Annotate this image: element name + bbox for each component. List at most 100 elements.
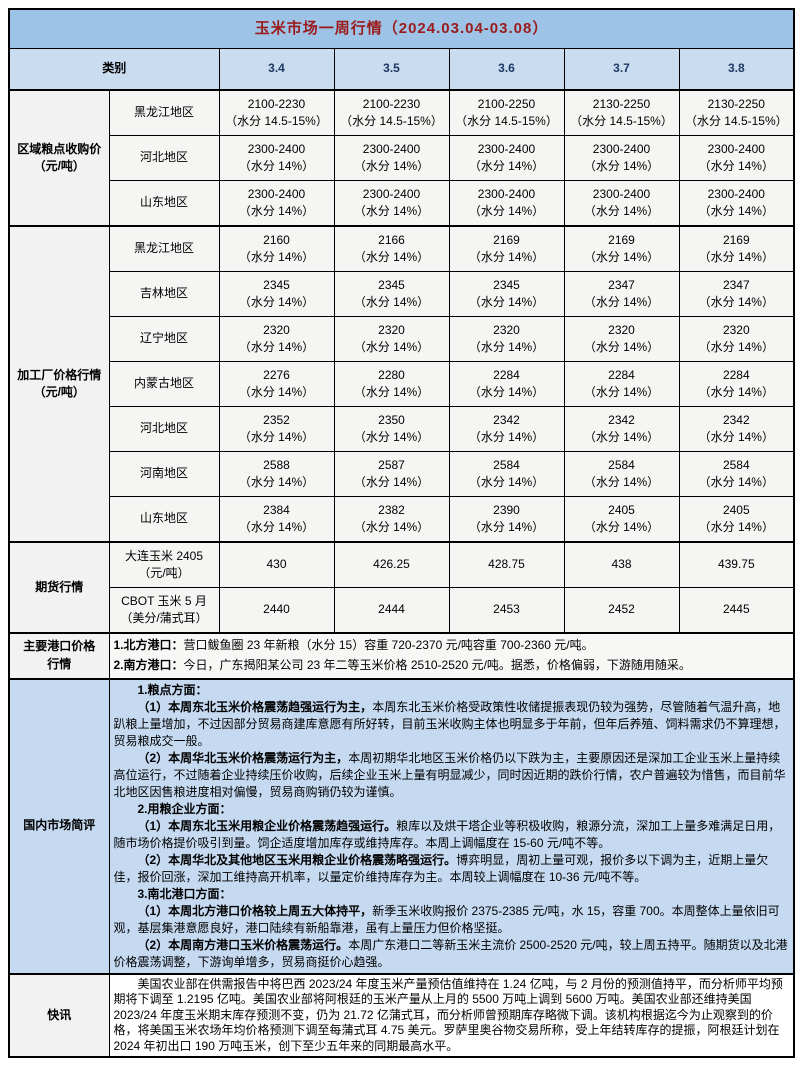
price-cell: 2382 （水分 14%） (333, 496, 450, 543)
price-cell: 2320 （水分 14%） (218, 316, 335, 362)
price-cell: 2584 （水分 14%） (678, 451, 795, 497)
price-cell: 2300-2400 （水分 14%） (218, 135, 335, 181)
price-cell: 2345 （水分 14%） (448, 271, 565, 317)
column-header-date-5: 3.8 (678, 48, 795, 91)
price-cell: 2405 （水分 14%） (678, 496, 795, 543)
section-label-futures: 期货行情 (8, 541, 110, 634)
price-cell: 2342 （水分 14%） (448, 406, 565, 452)
price-cell: 2320 （水分 14%） (678, 316, 795, 362)
region-cell: 辽宁地区 (108, 316, 220, 362)
price-cell: 2384 （水分 14%） (218, 496, 335, 543)
table-row: 山东地区 2384 （水分 14%） 2382 （水分 14%） 2390 （水… (9, 496, 795, 543)
price-cell: 2160 （水分 14%） (218, 225, 335, 272)
price-cell: 2347 （水分 14%） (678, 271, 795, 317)
review-paragraph: （1）本周北方港口价格较上周五大体持平，新季玉米收购报价 2375-2385 元… (114, 903, 790, 937)
review-content: 1.粮点方面： （1）本周东北玉米价格震荡趋强运行为主，本周东北玉米价格受政策性… (108, 677, 795, 975)
price-cell: 2100-2250 （水分 14.5-15%） (448, 89, 565, 136)
section-label-news: 快讯 (8, 972, 110, 1058)
review-paragraph: （2）本周华北玉米价格震荡运行为主，本周初期华北地区玉米价格仍以下跌为主，主要原… (114, 750, 790, 801)
review-paragraph-lead: （1）本周东北玉米价格震荡趋强运行为主， (137, 699, 373, 714)
price-cell: 2130-2250 （水分 14.5-15%） (678, 89, 795, 136)
port-line-north: 1.北方港口：营口鲅鱼圈 23 年新粮（水分 15）容重 720-2370 元/… (114, 636, 790, 656)
port-line-lead: 1.北方港口： (113, 638, 184, 652)
table-row: 河北地区 2300-2400 （水分 14%） 2300-2400 （水分 14… (9, 135, 795, 181)
price-cell: 2405 （水分 14%） (563, 496, 680, 543)
price-cell: 2284 （水分 14%） (678, 361, 795, 407)
price-cell: 2587 （水分 14%） (333, 451, 450, 497)
price-cell: 2440 (218, 587, 335, 634)
price-cell: 2320 （水分 14%） (448, 316, 565, 362)
table-row: 内蒙古地区 2276 （水分 14%） 2280 （水分 14%） 2284 （… (9, 361, 795, 407)
ports-content: 1.北方港口：营口鲅鱼圈 23 年新粮（水分 15）容重 720-2370 元/… (108, 632, 795, 680)
price-cell: 439.75 (678, 541, 795, 588)
column-header-date-2: 3.5 (333, 48, 450, 91)
price-cell: 2100-2230 （水分 14.5-15%） (218, 89, 335, 136)
price-cell: 2100-2230 （水分 14.5-15%） (333, 89, 450, 136)
news-row: 快讯 美国农业部在供需报告中将巴西 2023/24 年度玉米产量预估值维持在 1… (8, 972, 795, 1058)
price-cell: 2390 （水分 14%） (448, 496, 565, 543)
region-cell: 黑龙江地区 (108, 89, 220, 136)
price-cell: 2300-2400 （水分 14%） (678, 180, 795, 227)
port-line-body: 营口鲅鱼圈 23 年新粮（水分 15）容重 720-2370 元/吨容重 700… (183, 638, 594, 652)
price-cell: 2588 （水分 14%） (218, 451, 335, 497)
price-cell: 2300-2400 （水分 14%） (448, 135, 565, 181)
table-row: 吉林地区 2345 （水分 14%） 2345 （水分 14%） 2345 （水… (9, 271, 795, 317)
price-cell: 2276 （水分 14%） (218, 361, 335, 407)
price-cell: 2300-2400 （水分 14%） (333, 180, 450, 227)
price-cell: 426.25 (333, 541, 450, 588)
section-label-review: 国内市场简评 (8, 677, 110, 975)
page-title: 玉米市场一周行情（2024.03.04-03.08） (254, 20, 549, 38)
price-cell: 2300-2400 （水分 14%） (218, 180, 335, 227)
price-cell: 2320 （水分 14%） (333, 316, 450, 362)
price-cell: 430 (218, 541, 335, 588)
table-row: 区域粮点收购价 （元/吨） 黑龙江地区 2100-2230 （水分 14.5-1… (8, 89, 795, 227)
review-paragraph-body: 博弈明显，周初上量可观，报价多以下调为主，近期上量欠佳，报价回涨，深加工维持高开… (113, 852, 769, 884)
price-cell: 2166 （水分 14%） (333, 225, 450, 272)
port-line-south: 2.南方港口：今日，广东揭阳某公司 23 年二等玉米价格 2510-2520 元… (114, 656, 790, 676)
price-cell: 2350 （水分 14%） (333, 406, 450, 452)
price-cell: 2445 (678, 587, 795, 634)
review-paragraph: 3.南北港口方面： (114, 886, 790, 903)
table-row: 期货行情 大连玉米 2405 （元/吨） 430 426.25 428.75 4… (8, 541, 795, 634)
review-paragraph-body: 新季玉米收购报价 2375-2385 元/吨，水 15，容重 700。本周整体上… (113, 903, 780, 935)
price-cell: 438 (563, 541, 680, 588)
table-row: 辽宁地区 2320 （水分 14%） 2320 （水分 14%） 2320 （水… (9, 316, 795, 362)
ports-row: 主要港口价格 行情 1.北方港口：营口鲅鱼圈 23 年新粮（水分 15）容重 7… (8, 632, 795, 680)
review-paragraph: （1）本周东北玉米价格震荡趋强运行为主，本周东北玉米价格受政策性收储提振表现仍较… (114, 699, 790, 750)
review-paragraph-body: 粮库以及烘干塔企业等积极收购，粮源分流，深加工上量多难满足日用，随市场价格提价吸… (113, 818, 781, 850)
region-cell: 黑龙江地区 (108, 225, 220, 272)
table-row: 加工厂价格行情 （元/吨） 黑龙江地区 2160 （水分 14%） 2166 （… (8, 225, 795, 543)
column-header-date-1: 3.4 (218, 48, 335, 91)
news-text: 美国农业部在供需报告中将巴西 2023/24 年度玉米产量预估值维持在 1.24… (113, 976, 783, 1053)
price-cell: 2300-2400 （水分 14%） (563, 180, 680, 227)
review-paragraph-lead: 2.用粮企业方面： (137, 801, 232, 816)
table-row: CBOT 玉米 5 月 （美分/蒲式耳） 2440 2444 2453 2452… (9, 587, 795, 634)
region-cell: 山东地区 (108, 180, 220, 227)
review-paragraph-body: 本周初期华北地区玉米价格仍以下跌为主，主要原因还是深加工企业玉米上量持续高位运行… (113, 750, 786, 799)
region-cell: 河南地区 (108, 451, 220, 497)
review-paragraph-body: 本周东北玉米价格受政策性收储提振表现仍较为强势，尽管随着气温升高，地趴粮上量增加… (113, 699, 786, 748)
news-content: 美国农业部在供需报告中将巴西 2023/24 年度玉米产量预估值维持在 1.24… (108, 972, 795, 1058)
price-cell: 2352 （水分 14%） (218, 406, 335, 452)
price-cell: 2300-2400 （水分 14%） (448, 180, 565, 227)
table-row: 河北地区 2352 （水分 14%） 2350 （水分 14%） 2342 （水… (9, 406, 795, 452)
review-paragraph-lead: 1.粮点方面： (137, 682, 208, 697)
price-cell: 2300-2400 （水分 14%） (563, 135, 680, 181)
region-cell: 吉林地区 (108, 271, 220, 317)
price-cell: 2280 （水分 14%） (333, 361, 450, 407)
table-title-cell: 玉米市场一周行情（2024.03.04-03.08） (8, 8, 795, 49)
corn-market-table: 玉米市场一周行情（2024.03.04-03.08） 类别 3.4 3.5 3.… (8, 8, 796, 1059)
header-row: 类别 3.4 3.5 3.6 3.7 3.8 (8, 48, 795, 91)
price-cell: 2452 (563, 587, 680, 634)
price-cell: 2342 （水分 14%） (678, 406, 795, 452)
review-paragraph: 2.用粮企业方面： (114, 801, 790, 818)
price-cell: 2169 （水分 14%） (563, 225, 680, 272)
price-cell: 2300-2400 （水分 14%） (678, 135, 795, 181)
review-paragraph-lead: （2）本周南方港口玉米价格震荡运行。 (137, 937, 349, 952)
price-cell: 2130-2250 （水分 14.5-15%） (563, 89, 680, 136)
price-cell: 2300-2400 （水分 14%） (333, 135, 450, 181)
price-cell: 2320 （水分 14%） (563, 316, 680, 362)
section-label-region-purchase: 区域粮点收购价 （元/吨） (8, 89, 110, 227)
port-line-body: 今日，广东揭阳某公司 23 年二等玉米价格 2510-2520 元/吨。据悉，价… (183, 657, 691, 672)
